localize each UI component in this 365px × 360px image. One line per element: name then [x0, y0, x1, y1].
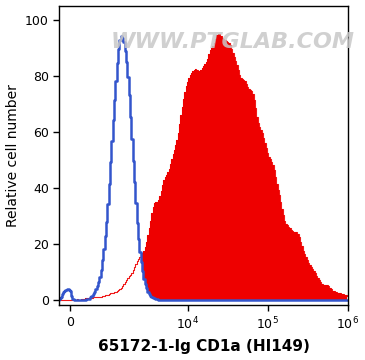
- Y-axis label: Relative cell number: Relative cell number: [5, 84, 20, 227]
- Text: WWW.PTGLAB.COM: WWW.PTGLAB.COM: [111, 32, 354, 51]
- X-axis label: 65172-1-Ig CD1a (HI149): 65172-1-Ig CD1a (HI149): [98, 339, 310, 355]
